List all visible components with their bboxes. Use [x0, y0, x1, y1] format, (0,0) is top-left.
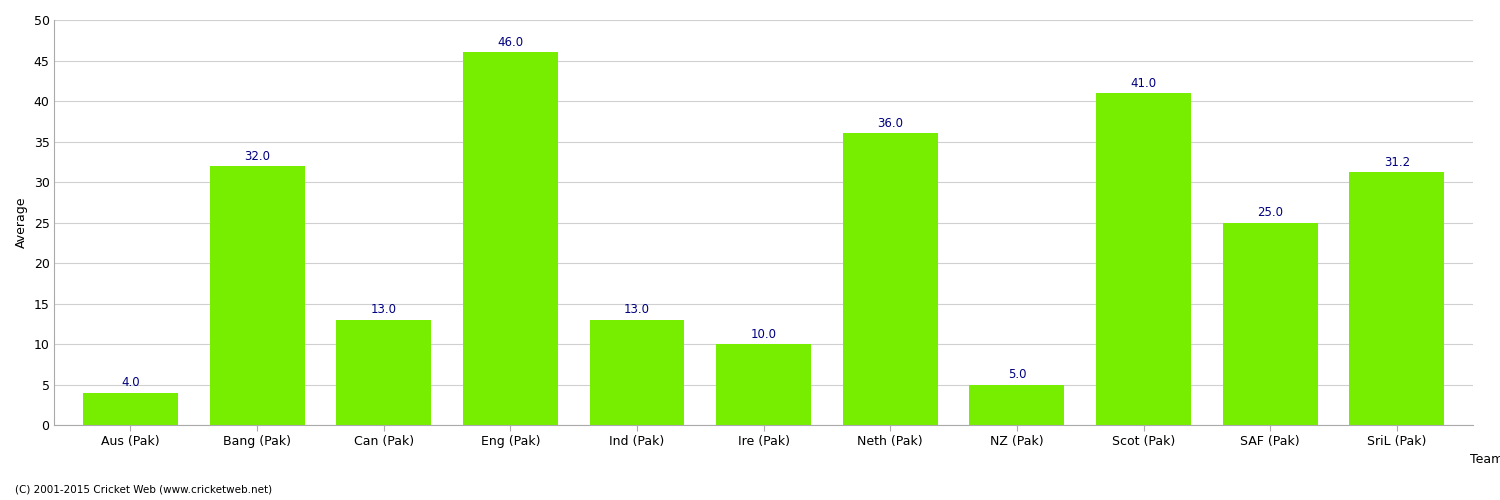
Bar: [1350, 172, 1444, 425]
Bar: [82, 392, 178, 425]
Text: 10.0: 10.0: [750, 328, 777, 341]
X-axis label: Team: Team: [1470, 454, 1500, 466]
Text: 31.2: 31.2: [1384, 156, 1410, 169]
Text: 5.0: 5.0: [1008, 368, 1026, 382]
Text: 36.0: 36.0: [878, 117, 903, 130]
Text: 32.0: 32.0: [244, 150, 270, 162]
Bar: [1222, 222, 1317, 425]
Y-axis label: Average: Average: [15, 197, 28, 248]
Bar: [210, 166, 304, 425]
Text: 41.0: 41.0: [1131, 76, 1156, 90]
Text: 13.0: 13.0: [624, 304, 650, 316]
Bar: [336, 320, 430, 425]
Text: 4.0: 4.0: [122, 376, 140, 390]
Bar: [969, 384, 1065, 425]
Bar: [590, 320, 684, 425]
Bar: [843, 134, 938, 425]
Text: 13.0: 13.0: [370, 304, 396, 316]
Text: (C) 2001-2015 Cricket Web (www.cricketweb.net): (C) 2001-2015 Cricket Web (www.cricketwe…: [15, 485, 272, 495]
Bar: [464, 52, 558, 425]
Text: 46.0: 46.0: [498, 36, 523, 49]
Text: 25.0: 25.0: [1257, 206, 1282, 220]
Bar: [716, 344, 812, 425]
Bar: [1096, 93, 1191, 425]
